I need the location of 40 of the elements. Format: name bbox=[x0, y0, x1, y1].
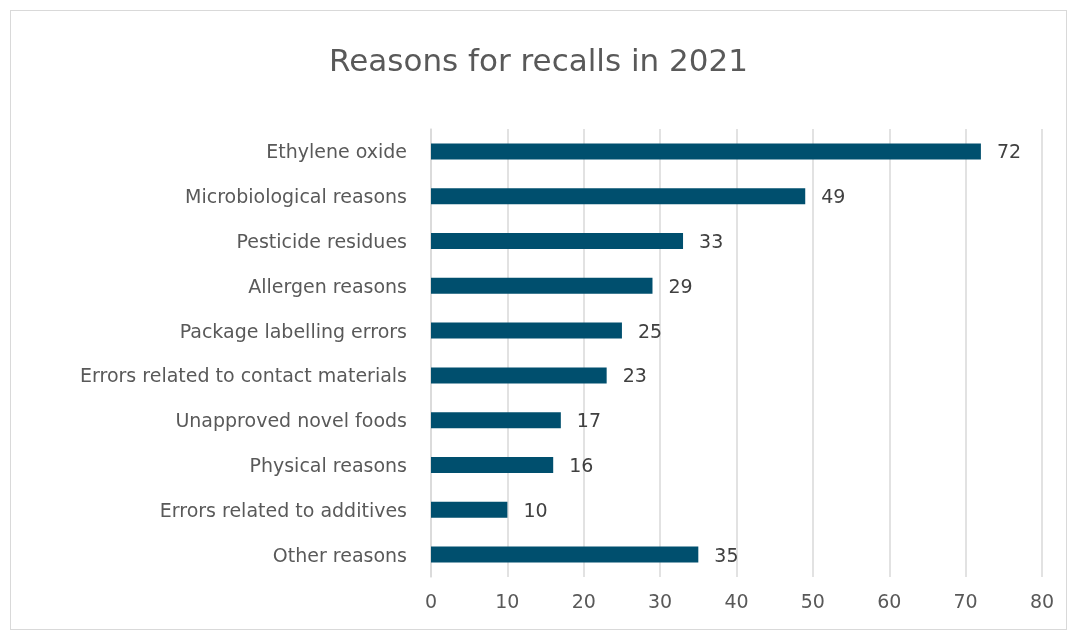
bar bbox=[431, 143, 981, 160]
data-label: 23 bbox=[622, 364, 647, 387]
x-tick-label: 50 bbox=[800, 589, 825, 612]
bar bbox=[431, 546, 699, 563]
x-tick-label: 20 bbox=[571, 589, 596, 612]
x-tick-label: 0 bbox=[424, 589, 438, 612]
x-tick-label: 70 bbox=[953, 589, 978, 612]
data-label: 72 bbox=[996, 140, 1022, 163]
y-tick-label: Package labelling errors bbox=[179, 319, 407, 342]
y-tick-label: Unapproved novel foods bbox=[175, 409, 407, 432]
x-tick-label: 60 bbox=[877, 589, 902, 612]
chart-title: Reasons for recalls in 2021 bbox=[329, 41, 748, 78]
bar bbox=[431, 233, 684, 249]
x-tick-label: 10 bbox=[495, 589, 520, 612]
bar bbox=[431, 188, 806, 205]
y-tick-label: Other reasons bbox=[272, 543, 407, 566]
y-tick-label: Ethylene oxide bbox=[266, 140, 407, 163]
data-label: 29 bbox=[668, 274, 693, 297]
bar bbox=[431, 412, 561, 429]
y-tick-label: Physical reasons bbox=[249, 454, 407, 476]
data-label: 49 bbox=[821, 185, 846, 208]
bar bbox=[431, 501, 508, 518]
y-tick-label: Microbiological reasons bbox=[185, 185, 407, 208]
data-label: 16 bbox=[569, 454, 594, 476]
x-tick-label: 40 bbox=[724, 589, 749, 612]
x-tick-label: 30 bbox=[648, 589, 673, 612]
y-tick-label: Pesticide residues bbox=[236, 230, 407, 252]
data-label: 33 bbox=[699, 230, 724, 252]
y-tick-label: Allergen reasons bbox=[248, 274, 407, 297]
bar bbox=[431, 322, 622, 339]
y-tick-label: Errors related to additives bbox=[159, 498, 407, 521]
data-label: 25 bbox=[637, 319, 663, 342]
data-label: 17 bbox=[576, 409, 602, 432]
x-tick-label: 80 bbox=[1029, 589, 1055, 612]
data-label: 35 bbox=[714, 543, 739, 566]
y-tick-label: Errors related to contact materials bbox=[80, 364, 407, 387]
data-label: 10 bbox=[523, 498, 548, 521]
bar bbox=[431, 277, 653, 294]
bar bbox=[431, 367, 607, 384]
bar bbox=[431, 457, 554, 473]
